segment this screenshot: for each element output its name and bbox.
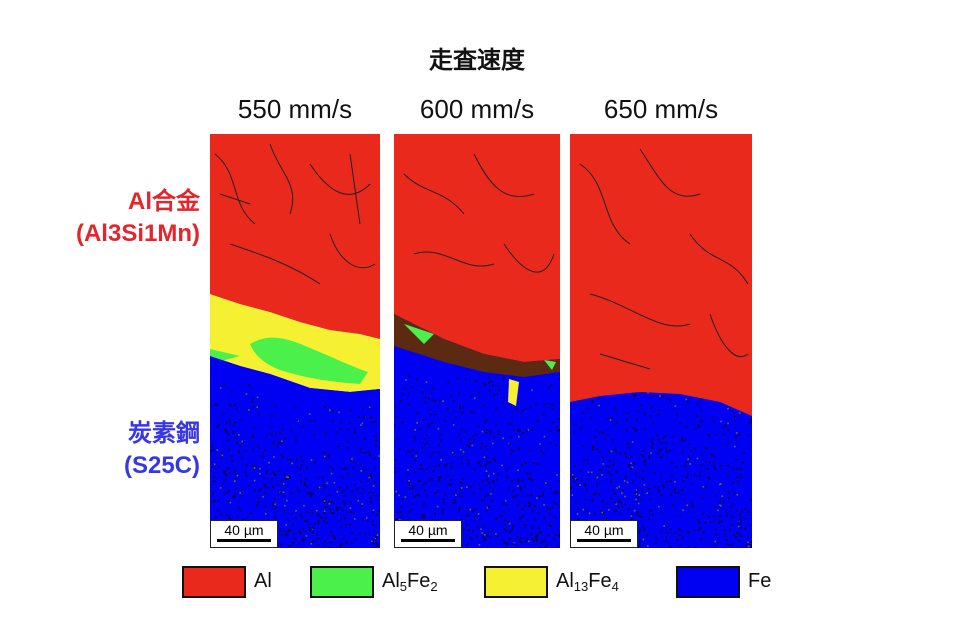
steel-speckle xyxy=(570,376,752,548)
scale-bar-550: 40 µm xyxy=(210,520,278,548)
speed-label-600: 600 mm/s xyxy=(419,94,535,124)
al-alloy-label: Al合金 (Al3Si1Mn) xyxy=(0,186,200,250)
ebsd-panel-550: 40 µm xyxy=(210,134,380,548)
scale-bar-label: 40 µm xyxy=(408,522,448,538)
legend-swatch-fe xyxy=(676,566,740,598)
scale-bar-line xyxy=(217,539,271,542)
carbon-steel-label: 炭素鋼 (S25C) xyxy=(0,418,200,482)
phase-map-600 xyxy=(394,134,560,548)
speed-label-650: 650 mm/s xyxy=(603,94,719,124)
phase-map-650 xyxy=(570,134,752,548)
carbon-steel-grade: (S25C) xyxy=(123,452,200,479)
legend-label-al: Al xyxy=(254,570,272,592)
ebsd-panel-650: 40 µm xyxy=(570,134,752,548)
scale-bar-600: 40 µm xyxy=(394,520,462,548)
ebsd-panel-600: 40 µm xyxy=(394,134,560,548)
legend-swatch-al13fe4 xyxy=(484,566,548,598)
scale-bar-line xyxy=(577,539,631,542)
phase-map-550 xyxy=(210,134,380,548)
scale-bar-label: 40 µm xyxy=(224,522,264,538)
legend-swatch-al5fe2 xyxy=(310,566,374,598)
al-alloy-name: Al合金 xyxy=(128,188,200,215)
legend-label-fe: Fe xyxy=(748,570,772,592)
al-alloy-grade: (Al3Si1Mn) xyxy=(75,220,200,247)
figure-title: 走査速度 xyxy=(429,47,525,74)
scale-bar-label: 40 µm xyxy=(584,522,624,538)
scale-bar-650: 40 µm xyxy=(570,520,638,548)
legend-swatch-al xyxy=(182,566,246,598)
legend-label-al13fe4: Al13Fe4 xyxy=(556,570,619,594)
carbon-steel-name: 炭素鋼 xyxy=(128,420,200,447)
speed-label-550: 550 mm/s xyxy=(237,94,353,124)
scale-bar-line xyxy=(401,539,455,542)
legend-label-al5fe2: Al5Fe2 xyxy=(382,570,438,594)
